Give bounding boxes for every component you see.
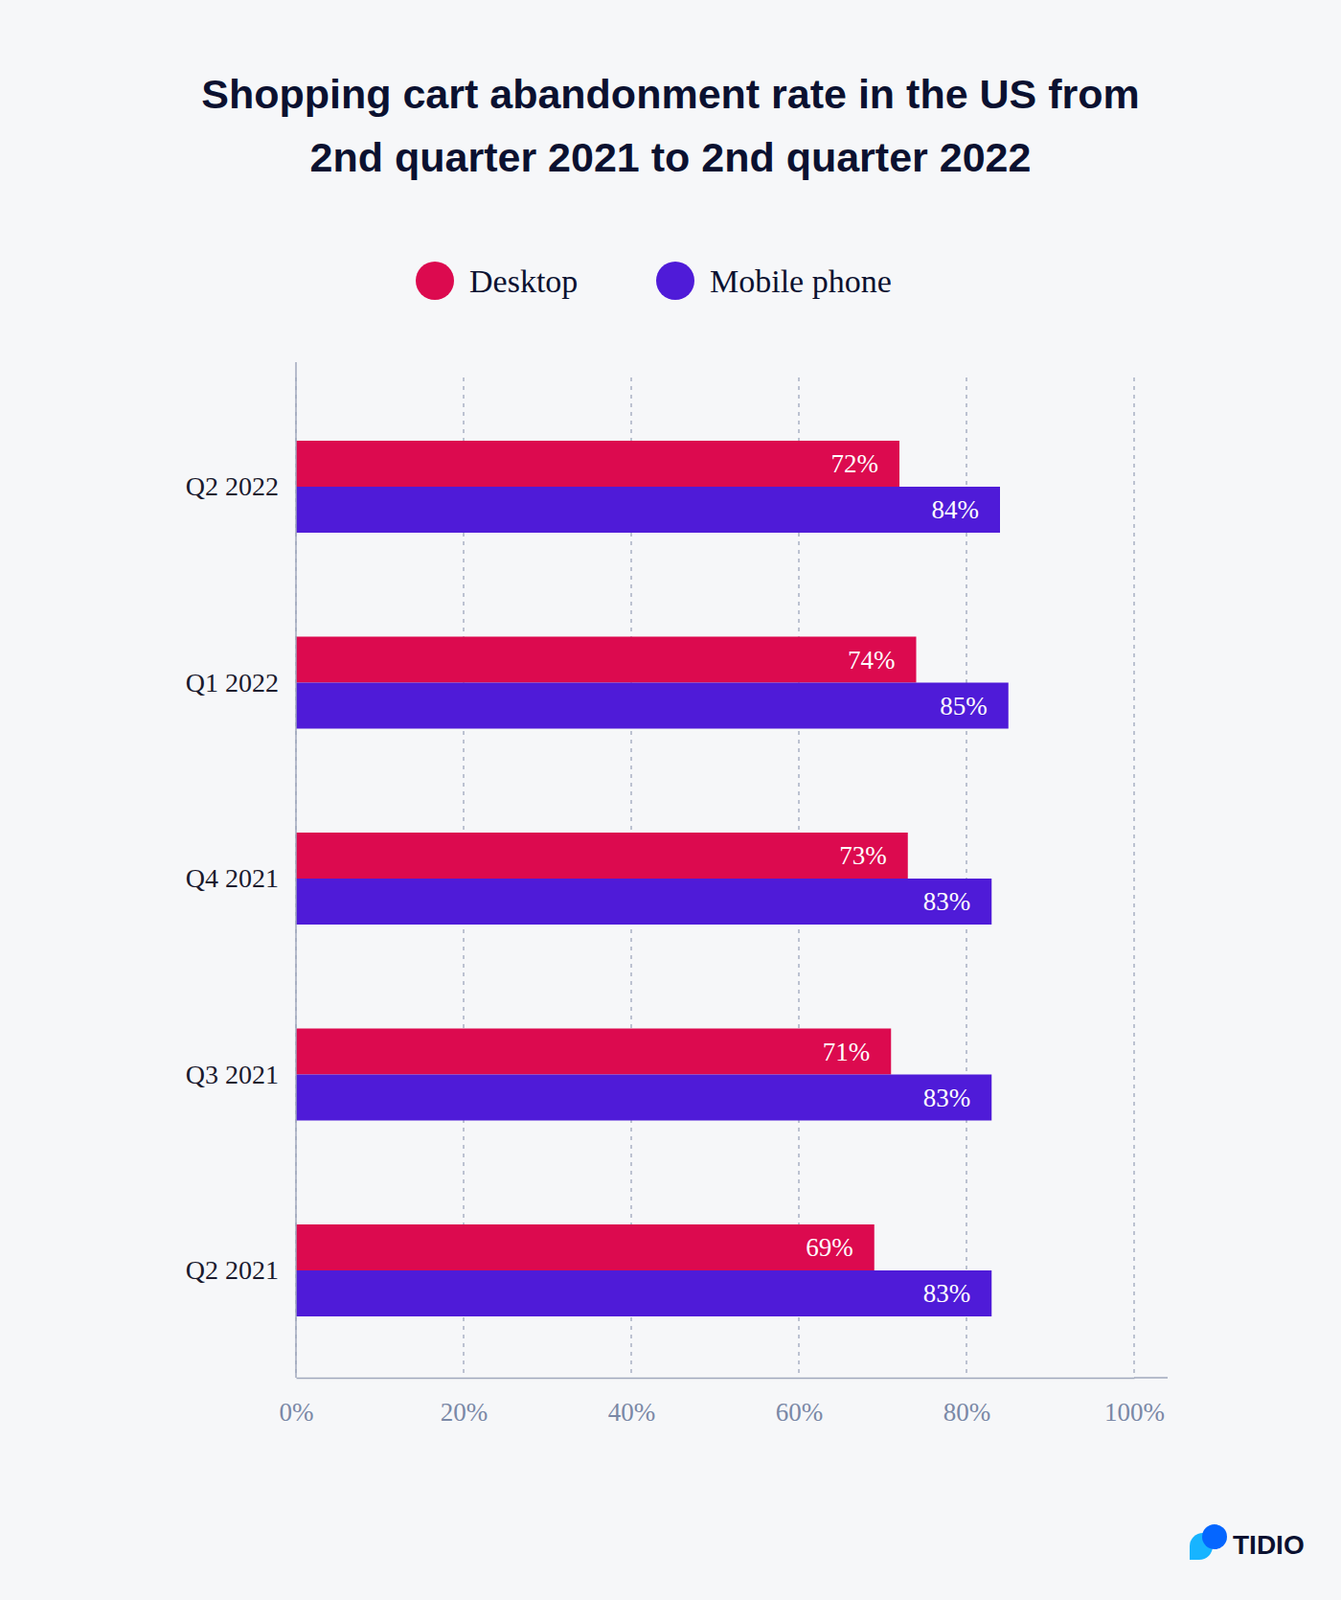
data-label: 83% bbox=[923, 1083, 972, 1113]
bar bbox=[295, 636, 917, 683]
x-tick-label: 20% bbox=[440, 1397, 489, 1427]
title: Shopping cart abandonment rate in the US… bbox=[201, 70, 1140, 181]
legend: Desktop Mobile phone bbox=[415, 261, 892, 300]
y-axis-line bbox=[295, 362, 297, 1378]
y-tick: Q3 2021 bbox=[185, 1059, 296, 1090]
legend-label: Mobile phone bbox=[709, 263, 892, 299]
y-tick: Q1 2022 bbox=[185, 667, 296, 698]
data-label: 85% bbox=[939, 691, 988, 721]
bar bbox=[295, 878, 992, 925]
x-tick-label: 80% bbox=[943, 1397, 992, 1427]
bar bbox=[295, 440, 900, 487]
data-label: 72% bbox=[831, 449, 880, 478]
y-tick-label: Q3 2021 bbox=[185, 1059, 279, 1090]
data-label: 71% bbox=[822, 1037, 871, 1067]
legend-swatch bbox=[656, 261, 695, 300]
title-line: Shopping cart abandonment rate in the US… bbox=[201, 70, 1140, 117]
x-axis-line bbox=[296, 1377, 1136, 1380]
y-tick-label: Q2 2021 bbox=[185, 1254, 279, 1285]
data-label: 73% bbox=[839, 840, 887, 870]
data-label: 83% bbox=[923, 886, 972, 916]
y-tick: Q2 2021 bbox=[185, 1254, 296, 1285]
legend-item: Desktop bbox=[415, 261, 578, 300]
bar bbox=[295, 832, 909, 879]
x-tick-label: 60% bbox=[775, 1397, 824, 1427]
logo-text: TIDIO bbox=[1232, 1529, 1305, 1560]
x-tick-label: 40% bbox=[608, 1397, 657, 1427]
x-tick: 0% bbox=[279, 1377, 315, 1427]
y-tick: Q2 2022 bbox=[185, 471, 296, 501]
data-label: 74% bbox=[847, 645, 896, 675]
bar bbox=[295, 1074, 992, 1121]
y-axis: Q2 2022 Q1 2022 Q4 2021 Q3 2021 Q2 2021 bbox=[185, 471, 296, 1285]
background bbox=[0, 0, 1341, 1600]
data-label: 69% bbox=[805, 1232, 854, 1262]
x-tick-label: 100% bbox=[1104, 1397, 1165, 1427]
data-label: 83% bbox=[923, 1278, 972, 1308]
bars bbox=[295, 440, 1009, 1317]
grid bbox=[295, 377, 1135, 1378]
logo-shape bbox=[1202, 1523, 1228, 1549]
x-tick: 60% bbox=[775, 1377, 824, 1427]
grid-line bbox=[1133, 377, 1136, 1378]
x-tick-label: 0% bbox=[279, 1397, 315, 1427]
bar bbox=[295, 1270, 992, 1317]
chart: Shopping cart abandonment rate in the US… bbox=[0, 0, 1341, 1600]
y-tick-label: Q1 2022 bbox=[185, 667, 279, 698]
legend-swatch bbox=[415, 261, 455, 300]
y-tick: Q4 2021 bbox=[185, 863, 296, 893]
logo: TIDIO bbox=[1189, 1523, 1305, 1560]
y-tick-label: Q4 2021 bbox=[185, 863, 279, 893]
bar bbox=[295, 682, 1009, 729]
data-labels: 72% 74% 73% 71% 69% 84% 85% 83% 83% 83% bbox=[805, 449, 988, 1308]
y-tick-label: Q2 2022 bbox=[185, 471, 279, 501]
bar bbox=[295, 486, 1001, 533]
x-axis: 0% 20% 40% 60% 80% 100% bbox=[279, 1377, 1166, 1427]
bar bbox=[295, 1224, 875, 1271]
x-tick: 80% bbox=[943, 1377, 992, 1427]
x-tick: 100% bbox=[1104, 1377, 1165, 1427]
data-label: 84% bbox=[931, 495, 980, 524]
legend-item: Mobile phone bbox=[656, 261, 892, 300]
title-line: 2nd quarter 2021 to 2nd quarter 2022 bbox=[310, 134, 1032, 181]
x-axis-line-extension bbox=[1134, 1376, 1168, 1379]
x-tick: 40% bbox=[608, 1377, 657, 1427]
x-tick: 20% bbox=[440, 1377, 489, 1427]
bar bbox=[295, 1028, 891, 1075]
legend-label: Desktop bbox=[469, 263, 578, 299]
